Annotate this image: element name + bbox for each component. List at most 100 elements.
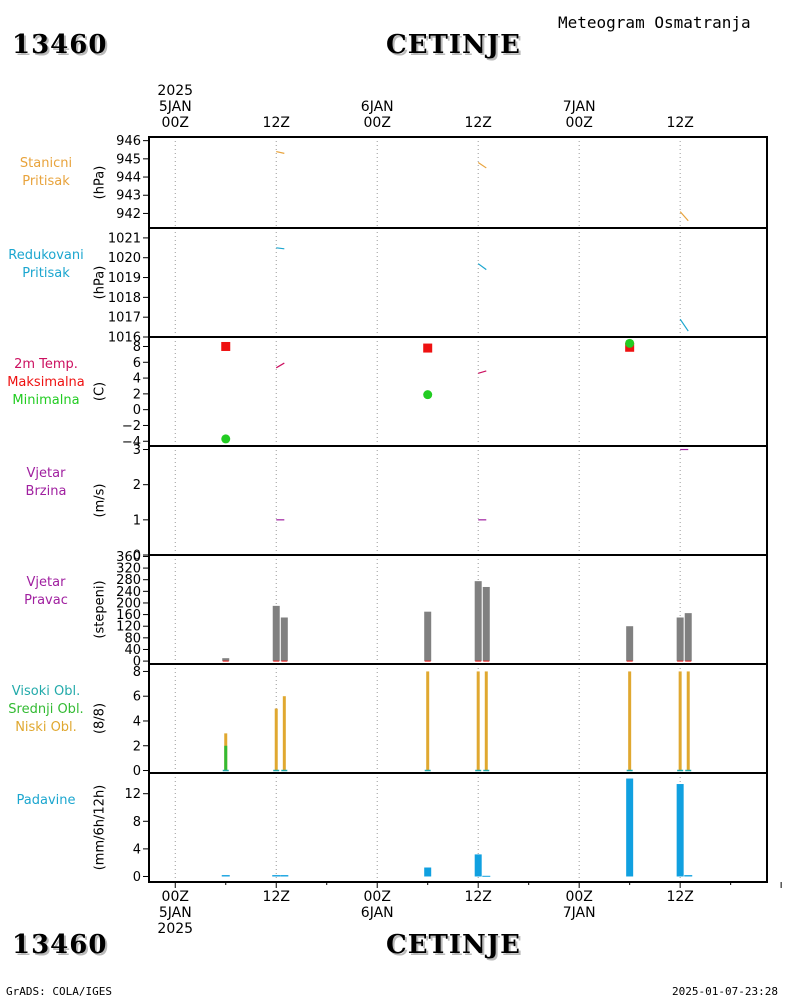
cloud-low-bar xyxy=(686,671,690,771)
label-line: Srednji Obl. xyxy=(8,702,84,717)
unit-label: (8/8) xyxy=(93,703,108,734)
y-tick-label: 8 xyxy=(133,340,141,355)
label-line: Pritisak xyxy=(22,174,70,189)
chart-title: Meteogram Osmatranja xyxy=(558,13,751,32)
label-line: Minimalna xyxy=(12,393,80,408)
y-tick-label: 1021 xyxy=(108,231,141,246)
label-line: Vjetar xyxy=(26,575,66,590)
label-line: Padavine xyxy=(16,793,76,808)
y-tick-label: 2 xyxy=(133,478,141,493)
y-tick-label: 0 xyxy=(133,403,141,418)
bottom-time-label: 12Z xyxy=(666,889,693,905)
y-tick-label: 0 xyxy=(133,549,141,564)
station-name-bottom: CETINJE xyxy=(386,930,521,960)
top-time-label: 00Z xyxy=(364,115,391,131)
label-line: Stanicni xyxy=(19,156,73,171)
series-segment xyxy=(276,247,285,250)
unit-label: (m/s) xyxy=(93,484,108,518)
bottom-time-label: 00Z xyxy=(364,889,391,905)
y-tick-label: 160 xyxy=(116,608,141,623)
label-line: Maksimalna xyxy=(7,375,85,390)
direction-bar xyxy=(482,586,490,662)
precip-bar xyxy=(221,875,230,877)
y-tick-label: 0 xyxy=(133,870,141,885)
y-tick-label: 1016 xyxy=(108,331,141,346)
y-tick-label: 2 xyxy=(133,739,141,754)
precip-bar xyxy=(684,875,693,877)
top-time-label: 00Z xyxy=(162,115,189,131)
panel-frame xyxy=(148,772,768,883)
series-segment xyxy=(679,318,689,332)
y-tick-label: 320 xyxy=(116,562,141,577)
station-name-top: CETINJE xyxy=(386,30,521,60)
bottom-time-label: 6JAN xyxy=(361,905,394,921)
min-temp-marker xyxy=(423,390,433,400)
panel-label-oblaci: Visoki Obl. Srednji Obl. Niski Obl. xyxy=(0,683,92,737)
y-tick-label: 80 xyxy=(124,631,141,646)
min-temp-marker xyxy=(625,338,635,348)
label-line: Redukovani xyxy=(8,248,84,263)
top-time-label: 12Z xyxy=(666,115,693,131)
y-tick-label: 40 xyxy=(124,643,141,658)
unit-label: (hPa) xyxy=(93,266,108,300)
cloud-low-bar xyxy=(282,696,286,771)
cloud-low-bar xyxy=(426,671,430,771)
y-tick-label: 4 xyxy=(133,842,141,857)
max-temp-marker xyxy=(423,343,433,353)
label-line: Pritisak xyxy=(22,266,70,281)
y-tick-label: −4 xyxy=(122,435,141,450)
label-line: 2m Temp. xyxy=(14,357,78,372)
direction-bar xyxy=(222,658,230,662)
y-tick-label: 2 xyxy=(133,387,141,402)
cloud-mid-bar xyxy=(224,745,228,771)
unit-label: (hPa) xyxy=(93,166,108,200)
label-line: Pravac xyxy=(24,593,68,608)
direction-bar xyxy=(626,626,634,662)
series-segment xyxy=(276,150,285,154)
y-tick-label: 1018 xyxy=(108,291,141,306)
direction-bar xyxy=(424,611,432,662)
y-tick-label: 1019 xyxy=(108,271,141,286)
panel-label-padavine: Padavine xyxy=(0,792,92,810)
y-tick-label: 3 xyxy=(133,443,141,458)
y-tick-label: 1017 xyxy=(108,311,141,326)
precip-bar xyxy=(474,854,482,877)
y-tick-label: 946 xyxy=(116,134,141,149)
min-temp-marker xyxy=(221,434,231,444)
y-tick-label: 0 xyxy=(133,764,141,779)
top-time-label: 12Z xyxy=(263,115,290,131)
y-tick-label: 6 xyxy=(133,356,141,371)
y-tick-label: 12 xyxy=(124,787,141,802)
y-tick-label: 8 xyxy=(133,815,141,830)
y-tick-label: 1020 xyxy=(108,251,141,266)
precip-bar xyxy=(626,778,634,877)
panel-label-temp: 2m Temp. Maksimalna Minimalna xyxy=(0,356,92,410)
panel-label-brzina: Vjetar Brzina xyxy=(0,465,92,501)
precip-bar xyxy=(482,875,491,877)
bottom-time-label: 12Z xyxy=(464,889,491,905)
panel-frame xyxy=(148,136,768,229)
cloud-low-bar xyxy=(628,671,632,771)
y-tick-label: 1 xyxy=(133,513,141,528)
bottom-time-label: 00Z xyxy=(162,889,189,905)
series-segment xyxy=(679,211,689,222)
bottom-time-label: 2025 xyxy=(157,921,193,937)
series-segment xyxy=(478,370,487,374)
cloud-low-bar xyxy=(484,671,488,771)
y-tick-label: 942 xyxy=(116,207,141,222)
label-line: Visoki Obl. xyxy=(11,684,81,699)
top-time-label: 2025 xyxy=(157,83,193,99)
y-tick-label: 4 xyxy=(133,714,141,729)
precip-bar xyxy=(272,875,281,877)
direction-bar xyxy=(280,617,288,662)
y-tick-label: 280 xyxy=(116,573,141,588)
station-id-bottom: 13460 xyxy=(12,930,108,960)
precip-bar xyxy=(676,784,684,877)
direction-bar xyxy=(684,613,692,662)
unit-label: (mm/6h/12h) xyxy=(93,785,108,871)
bottom-time-label: 5JAN xyxy=(159,905,192,921)
y-tick-label: 4 xyxy=(133,372,141,387)
precip-bar xyxy=(424,867,432,877)
unit-label: (stepeni) xyxy=(93,580,108,638)
